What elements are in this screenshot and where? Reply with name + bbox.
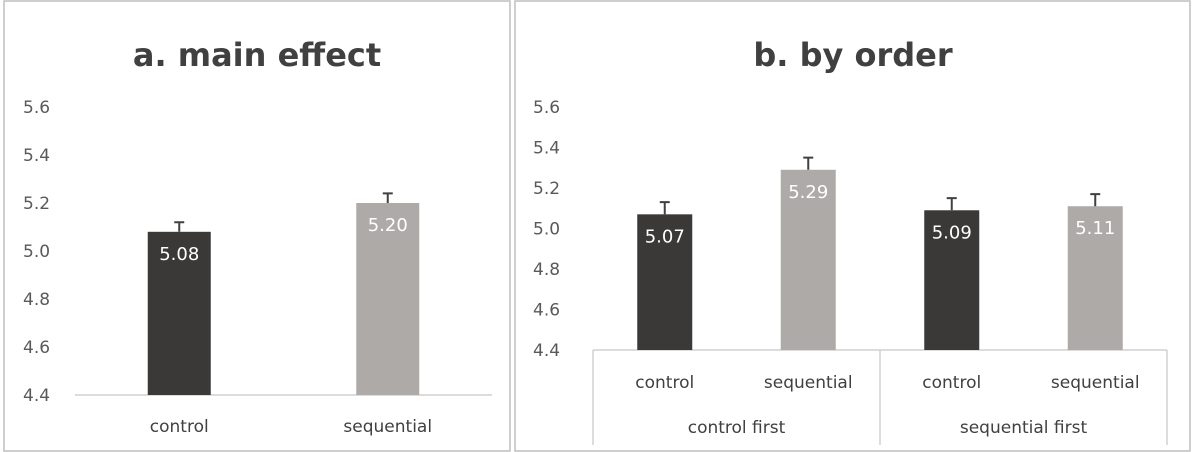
- data-label: 5.07: [645, 226, 685, 247]
- bar: [147, 231, 211, 395]
- data-label: 5.11: [1075, 218, 1115, 239]
- y-tick-label: 4.4: [533, 341, 560, 361]
- panel-by-order: b. by order 5.65.45.25.04.84.64.4 5.075.…: [514, 0, 1191, 452]
- x-axis: control sequential: [150, 417, 432, 437]
- y-axis: 5.6 5.4 5.2 5.0 4.8 4.6 4.4: [23, 98, 50, 406]
- bar: [637, 214, 693, 350]
- chart-title: b. by order: [753, 36, 952, 74]
- y-tick-label: 5.6: [533, 98, 560, 118]
- y-tick-label: 5.0: [533, 220, 560, 240]
- y-tick-label: 4.8: [533, 260, 560, 280]
- error-bar: [659, 201, 670, 215]
- x-axis: control sequential control sequential: [635, 373, 1139, 393]
- error-bar: [174, 221, 185, 232]
- y-tick-label: 4.6: [533, 301, 560, 321]
- panel-main-effect: a. main effect 5.6 5.4 5.2 5.0 4.8 4.6 4.4 5.0…: [3, 0, 511, 452]
- bars: 5.07 5.29 5.09 5.11: [637, 156, 1123, 350]
- data-label: 5.20: [368, 215, 408, 236]
- x-tick-label: sequential: [1051, 373, 1140, 393]
- data-label: 5.29: [788, 182, 828, 203]
- x-tick-label: control: [150, 417, 209, 437]
- x-tick-label: sequential: [764, 373, 853, 393]
- y-tick-label: 5.0: [23, 242, 50, 262]
- data-label: 5.09: [932, 222, 972, 243]
- error-bar: [1090, 193, 1101, 207]
- bar: [924, 210, 980, 350]
- bar: [1067, 206, 1123, 350]
- y-tick-label: 5.4: [533, 139, 560, 159]
- y-tick-label: 5.4: [23, 146, 50, 166]
- y-tick-label: 5.2: [23, 194, 50, 214]
- bar: [780, 169, 836, 350]
- error-bar: [946, 197, 957, 211]
- y-tick-label: 4.4: [23, 386, 50, 406]
- data-label: 5.08: [159, 244, 199, 265]
- error-bar: [803, 156, 814, 170]
- x-tick-label: control: [635, 373, 694, 393]
- error-bar: [382, 192, 393, 203]
- x-tick-label: sequential: [343, 417, 432, 437]
- x-group-label: control first: [688, 418, 786, 438]
- y-tick-label: 5.6: [23, 98, 50, 118]
- bars: 5.08 5.20: [147, 192, 420, 395]
- x-tick-label: control: [922, 373, 981, 393]
- y-tick-label: 5.2: [533, 179, 560, 199]
- panel-frame: [3, 0, 511, 452]
- y-tick-label: 4.8: [23, 290, 50, 310]
- y-tick-label: 4.6: [23, 338, 50, 358]
- chart-title: a. main effect: [133, 36, 381, 74]
- x-group-label: sequential first: [960, 418, 1088, 438]
- y-axis: 5.6 5.4 5.2 5.0 4.8 4.6 4.4: [533, 98, 560, 361]
- x-axis-groups: control first sequential first: [688, 418, 1088, 438]
- bar: [356, 203, 420, 395]
